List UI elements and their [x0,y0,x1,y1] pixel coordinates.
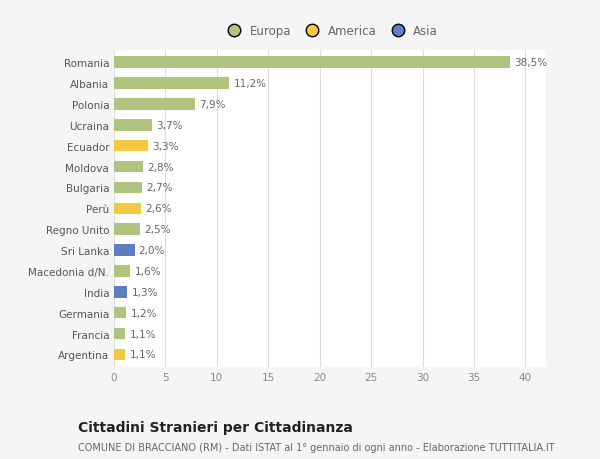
Bar [114,78,229,90]
Text: 1,6%: 1,6% [134,266,161,276]
Bar [114,162,143,173]
Text: 11,2%: 11,2% [233,79,266,89]
Bar [114,245,134,256]
Bar [114,140,148,152]
Text: 2,6%: 2,6% [145,204,172,214]
Bar [114,57,510,69]
Bar [114,120,152,131]
Bar [114,203,141,214]
Legend: Europa, America, Asia: Europa, America, Asia [219,22,441,42]
Text: 1,2%: 1,2% [130,308,157,318]
Bar [114,99,195,111]
Text: 1,1%: 1,1% [130,329,156,339]
Text: 38,5%: 38,5% [514,58,547,68]
Text: 1,3%: 1,3% [131,287,158,297]
Text: Cittadini Stranieri per Cittadinanza: Cittadini Stranieri per Cittadinanza [78,420,353,434]
Bar [114,349,125,360]
Text: 2,5%: 2,5% [144,225,170,235]
Bar [114,224,140,235]
Bar [114,307,127,319]
Bar [114,266,130,277]
Text: 2,7%: 2,7% [146,183,172,193]
Text: 7,9%: 7,9% [199,100,226,110]
Text: COMUNE DI BRACCIANO (RM) - Dati ISTAT al 1° gennaio di ogni anno - Elaborazione : COMUNE DI BRACCIANO (RM) - Dati ISTAT al… [78,442,554,452]
Text: 3,3%: 3,3% [152,141,179,151]
Text: 2,8%: 2,8% [147,162,173,172]
Bar [114,328,125,340]
Text: 2,0%: 2,0% [139,246,165,256]
Bar [114,182,142,194]
Text: 1,1%: 1,1% [130,350,156,360]
Bar [114,286,127,298]
Text: 3,7%: 3,7% [156,121,182,130]
